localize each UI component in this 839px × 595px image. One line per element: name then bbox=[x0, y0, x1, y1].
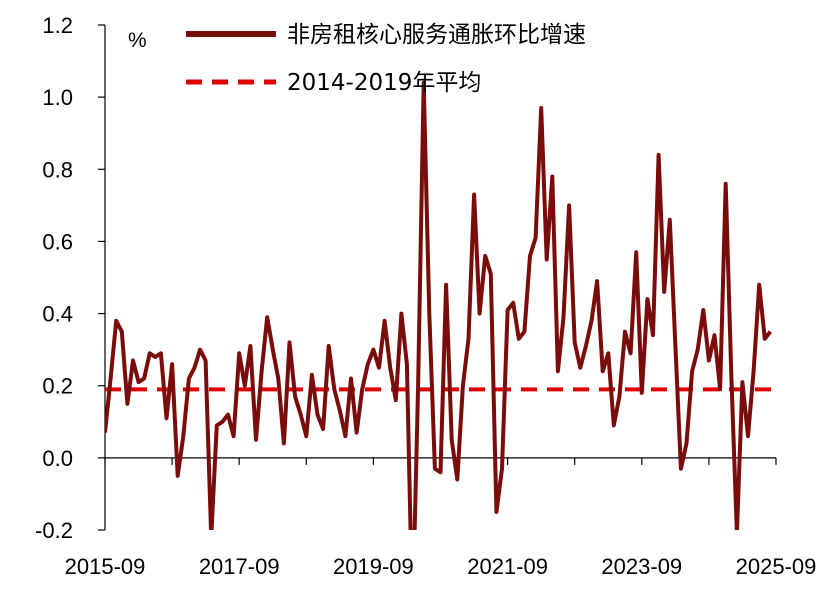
x-tick-label: 2025-09 bbox=[736, 554, 817, 579]
legend: 非房租核心服务通胀环比增速 2014-2019年平均 bbox=[186, 22, 586, 96]
x-tick-label: 2017-09 bbox=[199, 554, 280, 579]
series-line-core-services bbox=[105, 80, 772, 530]
y-tick-label: 1.2 bbox=[42, 13, 73, 38]
x-tick-label: 2015-09 bbox=[65, 554, 146, 579]
y-tick-label: 0.8 bbox=[42, 157, 73, 182]
x-tick-group: 2015-09 2017-09 2019-09 2021-09 2023-09 2025-… bbox=[65, 457, 817, 579]
y-tick-group: -0.2 0.0 0.2 0.4 0.6 0.8 1.0 1.2 bbox=[35, 13, 105, 543]
x-tick-label: 2021-09 bbox=[467, 554, 548, 579]
y-tick-label: 0.6 bbox=[42, 229, 73, 254]
series-layer bbox=[105, 80, 776, 530]
y-tick-label: 0.2 bbox=[42, 374, 73, 399]
y-tick-label: 0.4 bbox=[42, 302, 73, 327]
legend-label-average: 2014-2019年平均 bbox=[287, 70, 481, 96]
x-tick-label: 2023-09 bbox=[601, 554, 682, 579]
x-tick-label: 2019-09 bbox=[333, 554, 414, 579]
legend-label-core-services: 非房租核心服务通胀环比增速 bbox=[287, 22, 586, 48]
unit-label: % bbox=[128, 29, 147, 52]
y-tick-label: -0.2 bbox=[35, 518, 73, 543]
y-tick-label: 1.0 bbox=[42, 85, 73, 110]
y-tick-label: 0.0 bbox=[42, 446, 73, 471]
